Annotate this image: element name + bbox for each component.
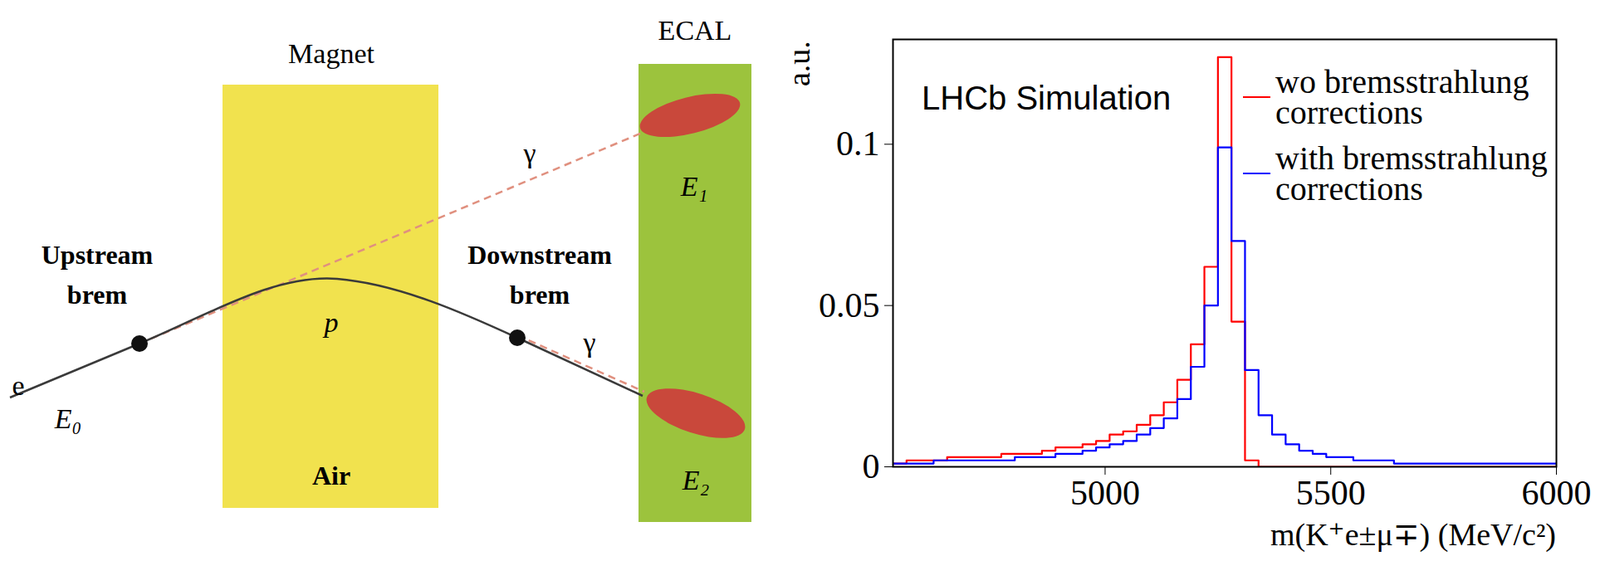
html-text:a.u.: a.u. — [781, 40, 817, 87]
svg-text:Magnet: Magnet — [288, 38, 375, 69]
svg-text:Downstreambrem: Downstreambrem — [467, 239, 612, 310]
svg-text:E₁: E₁ — [680, 171, 709, 202]
svg-text:E₂: E₂ — [681, 464, 710, 496]
svg-text:0: 0 — [862, 447, 881, 486]
svg-text:E₀: E₀ — [53, 403, 83, 435]
svg-text:γ: γ — [522, 137, 536, 169]
svg-text:Air: Air — [312, 460, 351, 491]
svg-text:ECAL: ECAL — [658, 14, 733, 46]
svg-text:0.05: 0.05 — [818, 286, 881, 325]
svg-text:5000: 5000 — [1070, 474, 1141, 513]
html-text:LHCb Simulation: LHCb Simulation — [921, 79, 1171, 117]
svg-text:e: e — [11, 370, 25, 402]
html-text:with bremsstrahlung correction: with bremsstrahlung corrections — [1275, 139, 1548, 208]
svg-text:p: p — [322, 307, 339, 338]
svg-text:6000: 6000 — [1521, 474, 1592, 513]
svg-text:5500: 5500 — [1296, 474, 1366, 513]
html-text:m(K⁺e±μ∓) (MeV/c²): m(K⁺e±μ∓) (MeV/c²) — [1270, 517, 1556, 553]
svg-text:Upstreambrem: Upstreambrem — [41, 239, 154, 310]
svg-text:γ: γ — [582, 327, 596, 358]
html-text:wo bremsstrahlung corrections: wo bremsstrahlung corrections — [1275, 63, 1530, 132]
svg-text:0.1: 0.1 — [836, 124, 881, 163]
